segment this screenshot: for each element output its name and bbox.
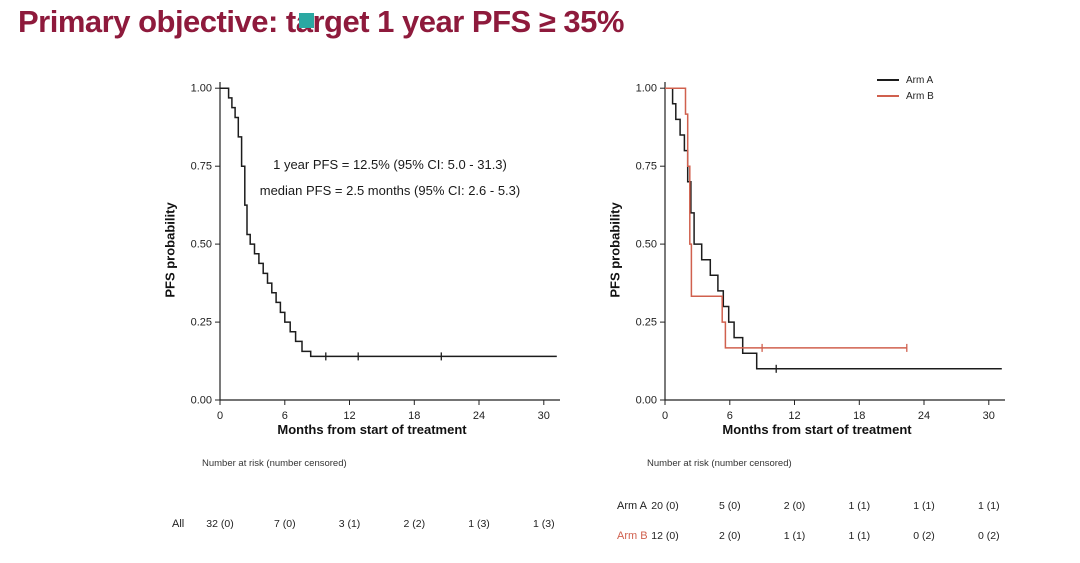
risk-table-header: Number at risk (number censored) [647, 458, 792, 469]
risk-cell: 0 (2) [913, 530, 935, 542]
risk-cell: 1 (1) [848, 530, 871, 542]
x-tick-label: 18 [853, 410, 865, 422]
risk-cell: 2 (0) [783, 500, 806, 512]
risk-table-header: Number at risk (number censored) [202, 458, 347, 469]
slide-title: Primary objective: target 1 year PFS ≥ 3… [18, 4, 624, 39]
x-tick-label: 12 [343, 410, 355, 422]
y-tick-label: 0.75 [636, 161, 657, 173]
x-tick-label: 30 [983, 410, 995, 422]
risk-cell: 7 (0) [274, 518, 296, 530]
y-tick-label: 0.50 [191, 239, 212, 251]
risk-table-arms: Number at risk (number censored) Arm A 20… [617, 458, 1023, 558]
teal-artifact [299, 13, 314, 28]
risk-cell: 1 (1) [848, 500, 871, 512]
km-curve-arm-a [665, 87, 1002, 370]
km-curve-all [220, 87, 557, 358]
risk-row-label: Arm A [617, 500, 647, 512]
x-tick-label: 30 [538, 410, 550, 422]
risk-cell: 5 (0) [719, 500, 741, 512]
risk-cell: 0 (2) [978, 530, 1000, 542]
x-tick-label: 18 [408, 410, 420, 422]
y-tick-label: 1.00 [636, 83, 657, 95]
x-tick-label: 24 [473, 410, 485, 422]
axis-lines [219, 82, 560, 401]
risk-cell: 32 (0) [206, 518, 234, 530]
legend-label-arm-b: Arm B [906, 90, 934, 102]
arm-a-line-swatch [877, 79, 899, 81]
y-tick-label: 0.00 [191, 395, 212, 407]
legend-item-arm-b: Arm B [877, 88, 934, 104]
x-axis-label: Months from start of treatment [722, 422, 912, 437]
y-tick-label: 1.00 [191, 83, 212, 95]
risk-cell: 1 (1) [783, 530, 806, 542]
risk-cell: 2 (2) [403, 518, 426, 530]
y-tick-label: 0.25 [636, 317, 657, 329]
annotation-line-2: median PFS = 2.5 months (95% CI: 2.6 - 5… [259, 183, 521, 198]
x-axis-label: Months from start of treatment [277, 422, 467, 437]
arm-b-line-swatch [877, 95, 899, 97]
risk-cell: 1 (1) [913, 500, 935, 512]
x-tick-label: 6 [727, 410, 733, 422]
x-tick-label: 24 [918, 410, 930, 422]
risk-row-arm-b: Arm B 12 (0) 2 (0) 1 (1) 1 (1) 0 (2) 0 (2) [617, 530, 1023, 544]
risk-cell: 3 (1) [338, 518, 361, 530]
risk-table-all: Number at risk (number censored) All 32 (… [172, 458, 578, 558]
x-tick-label: 12 [788, 410, 800, 422]
risk-row-all: All 32 (0) 7 (0) 3 (1) 2 (2) 1 (3) 1 (3) [172, 518, 578, 532]
legend: Arm A Arm B [877, 72, 934, 104]
risk-cell: 1 (1) [978, 500, 1000, 512]
risk-cell: 1 (3) [533, 518, 555, 530]
y-tick-label: 0.50 [636, 239, 657, 251]
km-plot-all: 0.00 0.25 0.50 0.75 1.00 0 6 12 18 24 30 [191, 82, 560, 422]
axis-lines [664, 82, 1005, 401]
risk-cell: 20 (0) [651, 500, 679, 512]
pfs-annotation: 1 year PFS = 12.5% (95% CI: 5.0 - 31.3) … [230, 152, 550, 204]
y-tick-label: 0.75 [191, 161, 212, 173]
km-curve-arm-b [665, 87, 907, 349]
risk-row-label: Arm B [617, 530, 648, 542]
y-tick-label: 0.00 [636, 395, 657, 407]
km-chart-all-patients: PFS probability 0.00 0.25 0.50 0.75 1.00 0 6 12… [150, 70, 580, 562]
legend-label-arm-a: Arm A [906, 74, 934, 86]
risk-cell: 2 (0) [719, 530, 741, 542]
legend-item-arm-a: Arm A [877, 72, 934, 88]
x-tick-label: 0 [217, 410, 223, 422]
risk-row-arm-a: Arm A 20 (0) 5 (0) 2 (0) 1 (1) 1 (1) 1 (1) [617, 500, 1023, 514]
risk-cell: 1 (3) [468, 518, 490, 530]
x-tick-label: 0 [662, 410, 668, 422]
km-plot-arms: 0.00 0.25 0.50 0.75 1.00 0 6 12 18 24 30 [636, 82, 1005, 422]
km-chart-by-arm: PFS probability 0.00 0.25 0.50 0.75 1.00 0 6 12… [595, 70, 1025, 562]
x-tick-label: 6 [282, 410, 288, 422]
risk-row-label: All [172, 518, 185, 530]
risk-cell: 12 (0) [651, 530, 679, 542]
y-tick-label: 0.25 [191, 317, 212, 329]
annotation-line-1: 1 year PFS = 12.5% (95% CI: 5.0 - 31.3) [273, 157, 507, 172]
